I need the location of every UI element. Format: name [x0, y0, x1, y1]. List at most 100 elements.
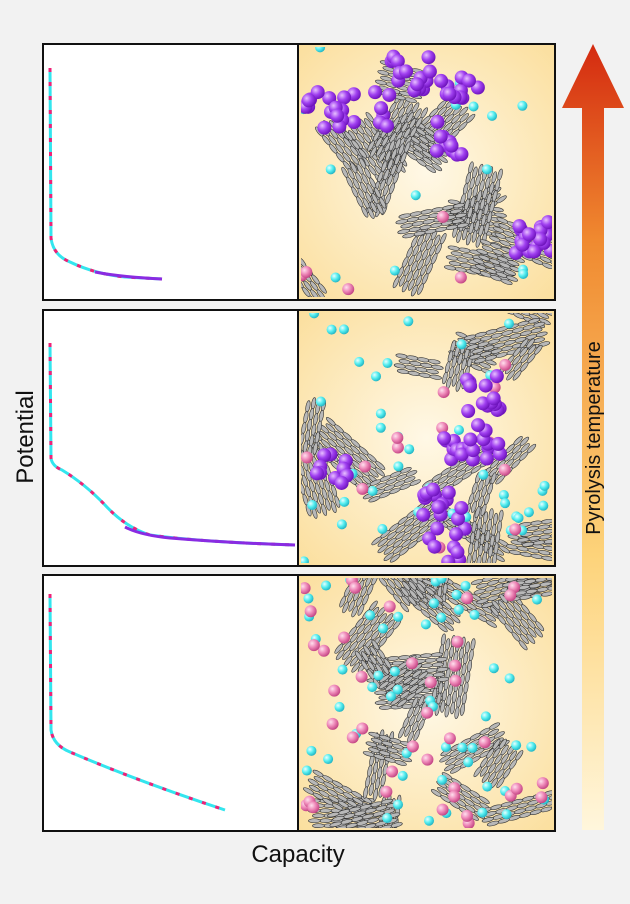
structure-panel — [297, 43, 556, 301]
pink-ion — [454, 271, 467, 284]
purple-cluster-ion — [461, 404, 476, 419]
cyan-ion — [478, 469, 489, 480]
cyan-ion — [477, 807, 488, 818]
purple-cluster-ion — [429, 143, 444, 158]
pink-ion — [317, 644, 330, 657]
graphene-stack — [463, 318, 551, 364]
purple-cluster-ion — [454, 447, 469, 462]
pink-ion — [380, 785, 393, 798]
graphene-stack — [515, 517, 552, 547]
pink-ion — [304, 605, 317, 618]
pink-ion — [386, 765, 399, 778]
cyan-ion — [389, 265, 400, 276]
cyan-ion — [301, 765, 312, 776]
cyan-ion — [392, 684, 403, 695]
row-high — [42, 43, 556, 301]
cyan-ion — [301, 556, 309, 563]
purple-cluster-ion — [466, 443, 481, 458]
purple-cluster-ion — [430, 114, 445, 129]
pink-ion — [461, 809, 474, 822]
cyan-ion — [378, 623, 389, 634]
pink-ion — [406, 657, 419, 670]
row-medium — [42, 309, 556, 567]
curve-panel — [42, 574, 299, 832]
cyan-ion — [513, 512, 524, 523]
cyan-ion — [393, 461, 404, 472]
purple-cluster-ion — [444, 138, 459, 153]
purple-cluster-ion — [332, 119, 347, 134]
purple-cluster-ion — [463, 378, 478, 393]
cyan-ion — [365, 610, 376, 621]
cyan-ion — [487, 110, 498, 121]
cyan-ion — [321, 580, 332, 591]
cyan-ion — [504, 673, 515, 684]
cyan-ion — [468, 101, 479, 112]
x-axis-label: Capacity — [251, 841, 344, 868]
row-low — [42, 574, 556, 832]
purple-cluster-ion — [422, 64, 437, 79]
cyan-ion — [373, 670, 384, 681]
cyan-ion — [460, 580, 471, 591]
purple-cluster-ion — [541, 215, 552, 230]
purple-cluster-ion — [478, 378, 493, 393]
y-axis-label: Potential — [12, 390, 39, 483]
cyan-ion — [463, 757, 474, 768]
pink-ion — [342, 283, 355, 296]
pink-ion — [383, 600, 396, 613]
graphene-stack — [341, 157, 387, 219]
capacity-curve-dash — [48, 342, 296, 547]
cyan-ion — [500, 498, 511, 509]
cyan-ion — [424, 815, 435, 826]
purple-cluster-ion — [471, 418, 486, 433]
cyan-ion — [306, 745, 317, 756]
purple-cluster-ion — [441, 485, 456, 500]
cyan-ion — [375, 422, 386, 433]
cyan-ion — [480, 711, 491, 722]
pink-ion — [326, 717, 339, 730]
capacity-curve — [48, 593, 226, 812]
pink-ion — [307, 801, 320, 814]
purple-cluster-ion — [430, 521, 445, 536]
pink-ion — [535, 791, 548, 804]
cyan-ion — [429, 598, 440, 609]
purple-cluster-ion — [461, 73, 476, 88]
pink-ion — [436, 803, 449, 816]
cyan-ion — [437, 774, 448, 785]
purple-cluster-ion — [533, 232, 548, 247]
pink-ion — [437, 386, 450, 399]
cyan-ion — [315, 396, 326, 407]
graphene-stack — [392, 224, 447, 297]
graphene-stack — [301, 397, 326, 458]
pink-ion — [421, 753, 434, 766]
purple-cluster-ion — [426, 482, 441, 497]
cyan-ion — [511, 740, 522, 751]
purple-cluster-ion — [301, 93, 316, 108]
cyan-ion — [451, 589, 462, 600]
pink-ion — [451, 635, 464, 648]
cyan-ion — [389, 666, 400, 677]
cyan-ion — [517, 100, 528, 111]
pink-ion — [509, 523, 522, 536]
cyan-ion — [482, 781, 493, 792]
cyan-ion — [393, 611, 404, 622]
cyan-ion — [532, 594, 543, 605]
purple-cluster-ion — [512, 219, 527, 234]
graphene-stack — [395, 203, 469, 239]
cyan-ion — [501, 809, 512, 820]
purple-cluster-ion — [449, 527, 464, 542]
pink-ion — [349, 581, 362, 594]
graphene-stack — [327, 798, 403, 828]
pink-ion — [443, 732, 456, 745]
purple-cluster-ion — [382, 87, 397, 102]
purple-cluster-ion — [454, 500, 469, 515]
purple-cluster-ion — [515, 237, 530, 252]
purple-cluster-ion — [433, 129, 448, 144]
cyan-ion — [382, 358, 393, 369]
pink-ion — [356, 722, 369, 735]
purple-cluster-ion — [309, 466, 324, 481]
cyan-ion — [482, 164, 493, 175]
purple-cluster-ion — [489, 369, 504, 384]
pink-ion — [504, 589, 517, 602]
